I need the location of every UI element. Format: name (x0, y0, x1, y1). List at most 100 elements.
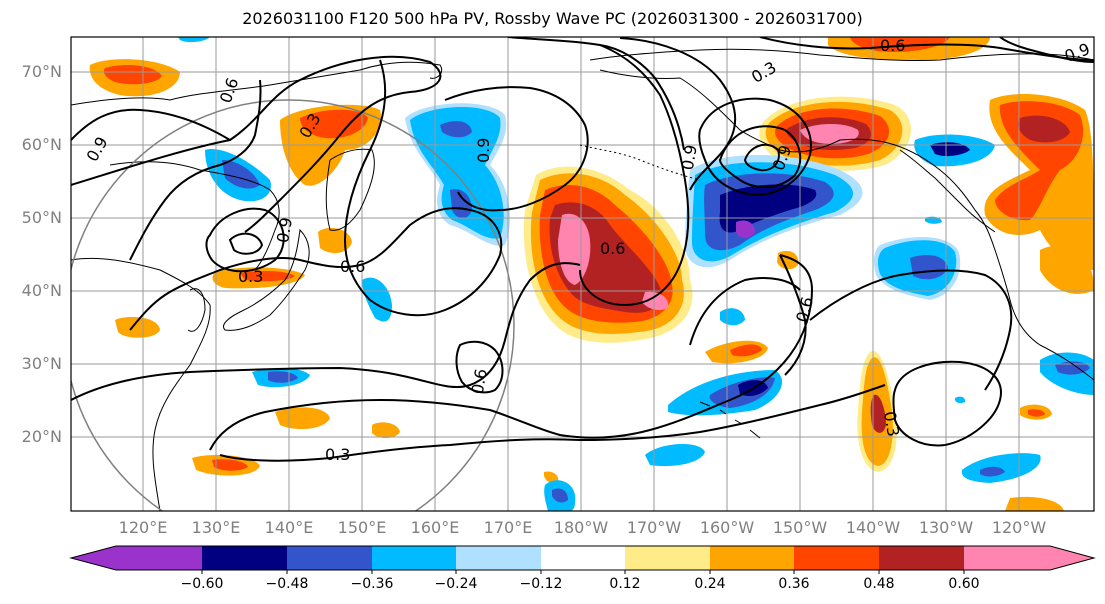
anomaly-alaska-pink (800, 124, 859, 144)
contour-15 (999, 37, 1094, 63)
colorbar-tick-label: 0.48 (863, 576, 895, 592)
contour-17 (455, 340, 504, 394)
contour-8 (507, 37, 690, 307)
coast-aleutians (579, 144, 701, 181)
contour-label: 0.9 (474, 138, 493, 163)
anomaly-south2 (372, 422, 400, 439)
lon-label: 160°W (699, 518, 755, 537)
colorbar-seg (116, 546, 202, 570)
contour-16 (71, 262, 581, 401)
colorbar-seg (541, 546, 625, 570)
colorbar-outline (69, 545, 1096, 571)
contour-label: 0.9 (273, 216, 296, 244)
colorbar-seg (287, 546, 372, 570)
colorbar-seg (456, 546, 541, 570)
anomaly-cp3 (544, 471, 559, 484)
anomaly-westcoast-darkred (1018, 115, 1070, 143)
lon-label: 170°W (626, 518, 682, 537)
coast-kamchatka (325, 148, 375, 231)
neg-bering-blue (450, 189, 472, 219)
colorbar-seg (794, 546, 879, 570)
colorbar-tick-label: 0.24 (694, 576, 726, 592)
colorbar-seg (202, 546, 287, 570)
lon-label: 140°E (264, 518, 314, 537)
lon-label: 120°W (991, 518, 1047, 537)
map-frame (70, 36, 1095, 512)
coast-okhotsk (109, 161, 280, 271)
map-content: 0.6 0.3 0.9 0.9 0.3 0.6 0.6 0.9 0.6 0.6 … (71, 36, 1094, 511)
neg-tiny-2 (955, 396, 966, 404)
lon-label: 150°E (337, 518, 387, 537)
neg-panhandle-navy (930, 142, 970, 157)
colorbar (69, 545, 1096, 574)
contour-4 (205, 207, 285, 273)
neg-tiny-3 (178, 37, 210, 43)
anomaly-china-east (115, 317, 160, 338)
anomaly-westcoast-south (1040, 245, 1094, 294)
anomaly-central-pink (558, 213, 591, 285)
colorbar-tick-label: −0.60 (180, 576, 224, 592)
colorbar-tick-label: −0.36 (350, 576, 394, 592)
contour-11 (698, 97, 812, 197)
lat-label-70n: 70°N (21, 62, 62, 81)
lon-label: 150°W (772, 518, 828, 537)
neg-cp2 (645, 444, 705, 467)
contour-6 (129, 59, 503, 331)
lat-label-60n: 60°N (21, 135, 62, 154)
neg-japan-sea (362, 277, 392, 322)
contour-20 (779, 254, 807, 376)
contour-3 (71, 108, 231, 141)
contour-22 (892, 360, 1002, 447)
anomaly-japan-north (318, 227, 352, 254)
anomaly-okhotsk-small-red (103, 64, 162, 85)
neg-far-east-blue (1055, 361, 1090, 375)
contour-18 (209, 254, 814, 451)
lon-label: 170°E (483, 518, 533, 537)
neg-pacific-ne-purple (736, 220, 755, 238)
lat-label-50n: 50°N (21, 208, 62, 227)
contour-label: 0.6 (340, 257, 365, 276)
contour-label: 0.3 (238, 267, 263, 286)
coast-alaska-north (589, 48, 1094, 62)
colorbar-seg (964, 546, 1050, 570)
lon-label: 160°E (410, 518, 460, 537)
lon-label: 130°E (191, 518, 241, 537)
colorbar-seg (372, 546, 456, 570)
map-title: 2026031100 F120 500 hPa PV, Rossby Wave … (242, 9, 863, 28)
anomaly-cp1-red (730, 344, 762, 357)
lat-label-20n: 20°N (21, 427, 62, 446)
contour-13 (743, 143, 780, 172)
anomaly-south5-red (1028, 409, 1045, 417)
anomaly-south3-red (212, 459, 248, 471)
lat-label-40n: 40°N (21, 281, 62, 300)
contour-10 (619, 37, 737, 191)
colorbar-tick-label: 0.12 (609, 576, 641, 592)
anomaly-south4 (1005, 496, 1064, 511)
coast-korea (187, 288, 206, 332)
contour-23 (689, 277, 801, 346)
lat-label-30n: 30°N (21, 354, 62, 373)
coast-bc (899, 149, 996, 233)
contour-label: 0.6 (880, 36, 905, 55)
contour-label: 0.3 (325, 445, 350, 464)
coast-china (71, 257, 211, 511)
colorbar-max-arrow (1050, 546, 1094, 570)
contour-label: 0.6 (468, 367, 491, 395)
contour-label: 0.9 (678, 143, 701, 171)
coastlines (71, 48, 1094, 511)
colorbar-tick-label: −0.24 (434, 576, 478, 592)
neg-japan-south-blue (268, 371, 298, 383)
colorbar-tick-label: 0.60 (948, 576, 980, 592)
anomaly-kamchatka-red (300, 109, 368, 139)
colorbar-tick-label: −0.48 (265, 576, 309, 592)
contour-label: 0.6 (600, 239, 625, 258)
colorbar-tick-label: 0.36 (778, 576, 810, 592)
contour-12 (718, 125, 802, 188)
neg-sw-east (961, 453, 1041, 483)
lon-label: 180°W (553, 518, 609, 537)
contour-2 (129, 79, 262, 261)
pv-contours (71, 37, 1094, 462)
anomaly-central-pink2 (642, 291, 669, 310)
colorbar-seg (710, 546, 794, 570)
coast-hawaii (699, 401, 761, 439)
